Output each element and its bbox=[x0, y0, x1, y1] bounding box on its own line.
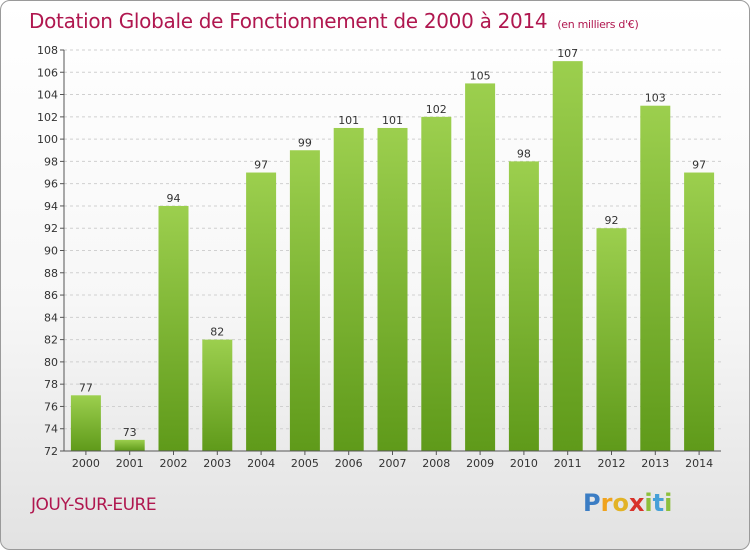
logo-letter: x bbox=[628, 489, 645, 517]
y-tick-label: 74 bbox=[44, 423, 58, 436]
bars: 77 73 94 82 97 99 101 101 102 105 98 107 92 103 97 bbox=[70, 47, 715, 452]
bar-value-label: 101 bbox=[382, 114, 403, 127]
bar-value-label: 77 bbox=[79, 381, 93, 394]
x-tick-label: 2007 bbox=[379, 457, 407, 470]
logo-letter: o bbox=[612, 489, 629, 517]
logo-letter: i bbox=[644, 489, 653, 517]
x-tick-label: 2000 bbox=[72, 457, 100, 470]
proxiti-logo: Proxiti bbox=[583, 489, 672, 517]
bar bbox=[70, 395, 101, 451]
x-tick-label: 2014 bbox=[685, 457, 713, 470]
y-tick-label: 88 bbox=[44, 267, 58, 280]
y-tick-label: 72 bbox=[44, 445, 58, 458]
y-tick-label: 94 bbox=[44, 200, 58, 213]
y-tick-label: 104 bbox=[37, 89, 58, 102]
y-tick-label: 80 bbox=[44, 356, 58, 369]
y-tick-label: 86 bbox=[44, 289, 58, 302]
bar-value-label: 102 bbox=[426, 103, 447, 116]
y-tick-label: 108 bbox=[37, 44, 58, 57]
bar-value-label: 103 bbox=[645, 92, 666, 105]
bar bbox=[202, 339, 233, 451]
x-tick-label: 2012 bbox=[598, 457, 626, 470]
bar bbox=[333, 127, 364, 451]
bar-value-label: 98 bbox=[517, 147, 531, 160]
bar bbox=[640, 105, 671, 451]
bar-value-label: 101 bbox=[338, 114, 359, 127]
bar bbox=[289, 150, 320, 451]
y-tick-label: 76 bbox=[44, 400, 58, 413]
bar-value-label: 97 bbox=[254, 159, 268, 172]
x-tick-label: 2001 bbox=[116, 457, 144, 470]
x-tick-label: 2006 bbox=[335, 457, 363, 470]
y-tick-label: 90 bbox=[44, 245, 58, 258]
y-tick-label: 96 bbox=[44, 178, 58, 191]
bar-value-label: 107 bbox=[557, 47, 578, 60]
bar-value-label: 97 bbox=[692, 159, 706, 172]
x-tick-label: 2005 bbox=[291, 457, 319, 470]
y-tick-label: 78 bbox=[44, 378, 58, 391]
bar-value-label: 105 bbox=[470, 69, 491, 82]
x-tick-label: 2011 bbox=[554, 457, 582, 470]
y-tick-label: 84 bbox=[44, 311, 58, 324]
bar-value-label: 92 bbox=[605, 214, 619, 227]
logo-letter: t bbox=[652, 489, 665, 517]
bar bbox=[377, 127, 408, 451]
x-tick-label: 2009 bbox=[466, 457, 494, 470]
bar-value-label: 94 bbox=[167, 192, 181, 205]
y-tick-label: 82 bbox=[44, 334, 58, 347]
y-tick-label: 98 bbox=[44, 155, 58, 168]
bar bbox=[421, 116, 452, 451]
chart-title-text: Dotation Globale de Fonctionnement de 20… bbox=[29, 9, 548, 33]
bar-value-label: 82 bbox=[210, 326, 224, 339]
y-tick-label: 106 bbox=[37, 66, 58, 79]
bar bbox=[552, 61, 583, 452]
x-tick-label: 2002 bbox=[160, 457, 188, 470]
bar-value-label: 73 bbox=[123, 426, 137, 439]
logo-letter: P bbox=[583, 489, 601, 517]
bar bbox=[596, 228, 627, 451]
bar bbox=[114, 439, 145, 451]
y-axis: 72 74 76 78 80 82 84 86 88 90 92 94 96 98 100 102 104 106… bbox=[37, 44, 721, 470]
bar bbox=[158, 205, 189, 451]
logo-letter: i bbox=[664, 489, 673, 517]
y-tick-label: 92 bbox=[44, 222, 58, 235]
y-tick-label: 102 bbox=[37, 111, 58, 124]
bar bbox=[246, 172, 277, 451]
x-tick-label: 2008 bbox=[422, 457, 450, 470]
bar bbox=[684, 172, 715, 451]
x-tick-label: 2004 bbox=[247, 457, 275, 470]
commune-name: JOUY-SUR-EURE bbox=[31, 495, 157, 515]
x-tick-label: 2010 bbox=[510, 457, 538, 470]
chart-unit: (en milliers d'€) bbox=[557, 18, 639, 31]
logo-letter: r bbox=[600, 489, 613, 517]
bar bbox=[465, 83, 496, 452]
chart-title: Dotation Globale de Fonctionnement de 20… bbox=[29, 9, 639, 33]
y-tick-label: 100 bbox=[37, 133, 58, 146]
bar-value-label: 99 bbox=[298, 136, 312, 149]
x-tick-label: 2003 bbox=[203, 457, 231, 470]
bar bbox=[508, 161, 539, 451]
x-tick-label: 2013 bbox=[641, 457, 669, 470]
